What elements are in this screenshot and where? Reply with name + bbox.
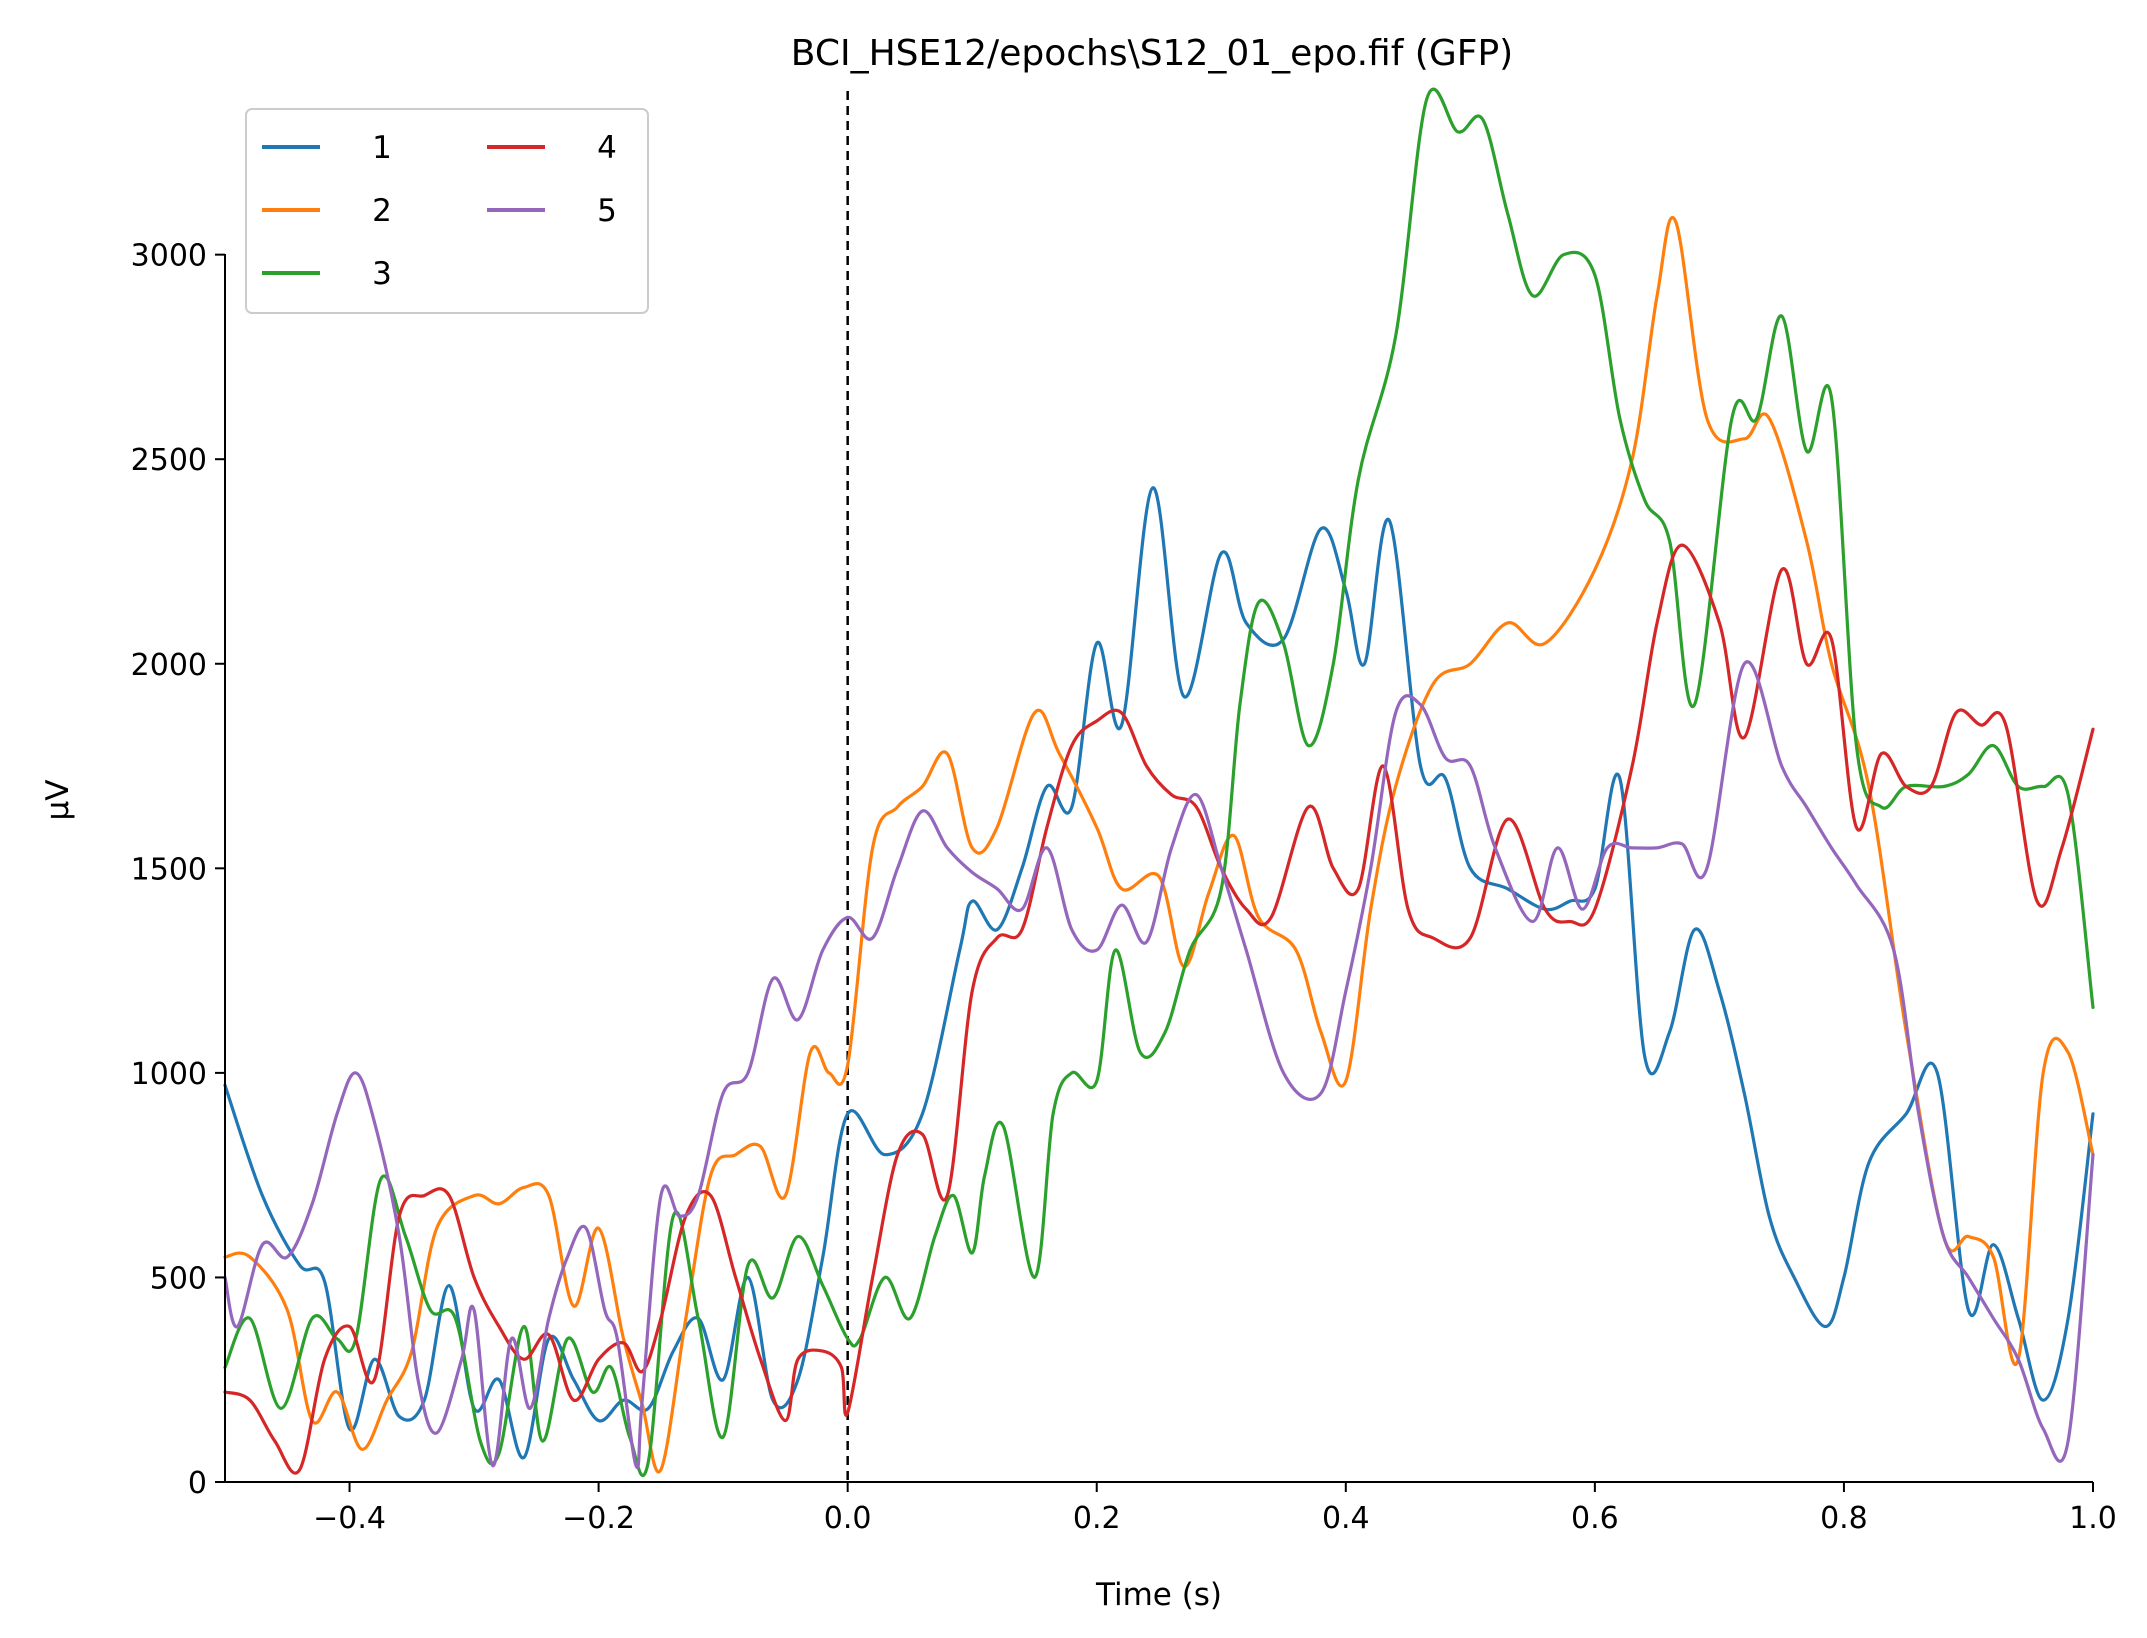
- x-tick-label: 0.2: [1073, 1501, 1121, 1536]
- x-tick-label: 0.4: [1322, 1501, 1370, 1536]
- x-tick-label: 0.0: [824, 1501, 872, 1536]
- y-tick-label: 1500: [131, 852, 207, 887]
- series-line-3: [223, 87, 2095, 1478]
- y-tick-label: 2000: [131, 648, 207, 683]
- series-line-5: [223, 660, 2095, 1470]
- y-ticks: 0 500 1000 1500 2000 2500 3000: [131, 239, 225, 1501]
- x-tick-label: 0.6: [1571, 1501, 1619, 1536]
- x-tick-label: 0.8: [1820, 1501, 1868, 1536]
- plot-area: [223, 87, 2095, 1482]
- legend: 1 2 3 4 5: [245, 108, 649, 314]
- y-tick-label: 3000: [131, 239, 207, 274]
- x-tick-label: 1.0: [2069, 1501, 2117, 1536]
- legend-label-4: 4: [597, 130, 617, 166]
- x-tick-label: −0.4: [313, 1501, 386, 1536]
- series-line-1: [223, 486, 2095, 1460]
- legend-label-2: 2: [372, 193, 392, 229]
- legend-label-3: 3: [372, 256, 392, 292]
- y-axis-label: µV: [40, 780, 76, 821]
- y-tick-label: 2500: [131, 443, 207, 478]
- x-axis-label: Time (s): [1095, 1577, 1222, 1613]
- series-line-4: [223, 543, 2095, 1475]
- y-tick-label: 500: [150, 1261, 207, 1296]
- chart-title: BCI_HSE12/epochs\S12_01_epo.fif (GFP): [791, 33, 1513, 74]
- legend-label-5: 5: [597, 193, 617, 229]
- y-tick-label: 1000: [131, 1057, 207, 1092]
- legend-label-1: 1: [372, 130, 392, 166]
- series-line-2: [223, 216, 2095, 1474]
- y-tick-label: 0: [188, 1466, 207, 1501]
- x-ticks: −0.4 −0.2 0.0 0.2 0.4 0.6 0.8 1.0: [313, 1482, 2117, 1536]
- x-tick-label: −0.2: [562, 1501, 635, 1536]
- legend-frame: [245, 108, 649, 314]
